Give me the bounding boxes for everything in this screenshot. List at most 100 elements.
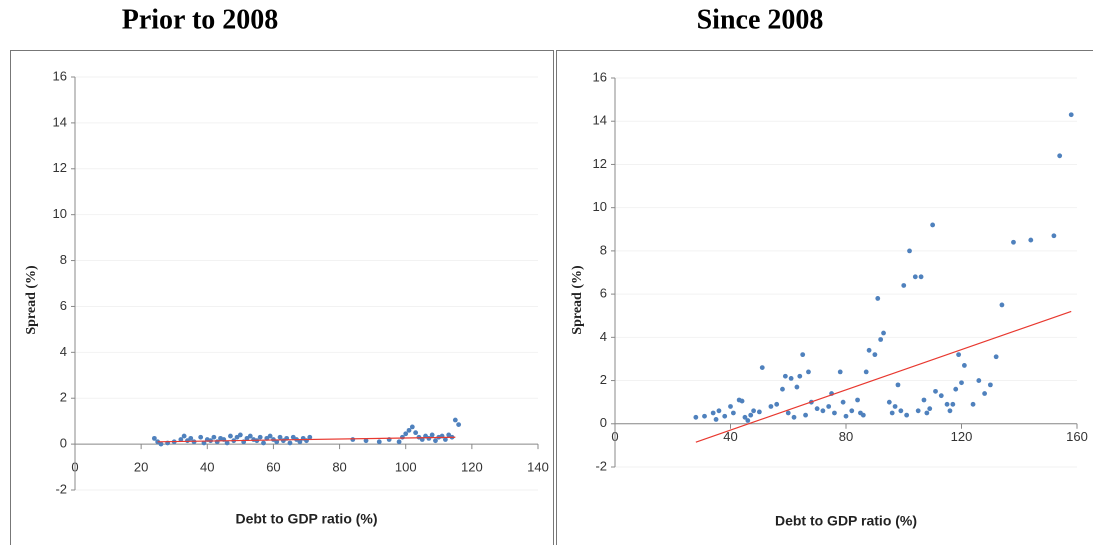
x-tick-label: 140 (527, 460, 549, 475)
data-point (840, 399, 846, 405)
data-point (198, 434, 204, 440)
y-tick-label: 12 (593, 156, 607, 171)
data-point (730, 410, 736, 416)
trendline (695, 310, 1072, 443)
data-point (930, 222, 936, 228)
data-point (277, 434, 283, 440)
data-point (713, 417, 719, 422)
data-point (1057, 153, 1063, 159)
data-point (363, 438, 369, 444)
x-tick-label: 40 (723, 429, 737, 444)
data-point (855, 397, 860, 403)
y-tick-label: 0 (60, 436, 67, 451)
data-point (456, 422, 462, 428)
data-point (158, 441, 164, 447)
data-point (429, 432, 435, 438)
data-point (297, 439, 303, 445)
data-point (889, 410, 895, 416)
data-point (878, 337, 884, 342)
data-point (918, 274, 924, 280)
y-tick-label: 8 (600, 242, 607, 257)
y-tick-label: -2 (595, 458, 607, 473)
data-point (907, 248, 912, 254)
data-point (151, 435, 157, 441)
data-point (800, 352, 806, 358)
x-tick-label: 160 (1066, 429, 1088, 444)
data-point (267, 433, 273, 439)
x-tick-label: 120 (461, 460, 483, 475)
data-point (188, 435, 194, 441)
y-tick-label: 10 (593, 199, 607, 214)
data-point (178, 437, 184, 442)
data-point (933, 388, 938, 394)
data-point (748, 412, 754, 418)
y-tick-label: 4 (60, 344, 67, 359)
data-point (993, 354, 999, 360)
trendline (157, 436, 456, 443)
y-axis-label: Spread (%) (570, 265, 585, 335)
data-point (1068, 112, 1074, 118)
data-point (693, 414, 699, 420)
y-tick-label: 0 (600, 415, 607, 430)
data-point (1011, 239, 1016, 245)
data-point (794, 384, 800, 390)
y-tick-label: -2 (55, 481, 67, 496)
data-point (924, 410, 930, 416)
y-tick-label: 16 (53, 68, 67, 83)
data-point (912, 274, 918, 280)
x-tick-label: 40 (200, 460, 214, 475)
data-point (843, 413, 849, 419)
data-point (237, 432, 243, 438)
x-tick-label: 60 (266, 460, 280, 475)
data-point (987, 382, 993, 388)
x-axis-label: Debt to GDP ratio (%) (235, 511, 377, 527)
data-point (768, 404, 774, 409)
data-point (820, 408, 826, 414)
y-tick-label: 6 (600, 286, 607, 301)
data-point (791, 414, 797, 420)
data-point (716, 408, 722, 414)
data-point (1051, 233, 1057, 239)
data-point (702, 413, 707, 419)
data-point (866, 347, 872, 353)
data-point (224, 440, 230, 446)
data-point (759, 365, 765, 370)
data-point (745, 418, 751, 423)
data-point (739, 398, 745, 404)
data-point (961, 363, 967, 368)
data-point (780, 386, 785, 392)
data-point (803, 412, 808, 418)
data-point (785, 410, 791, 416)
data-point (886, 399, 892, 405)
data-point (751, 408, 756, 414)
data-point (927, 406, 933, 412)
left-panel (10, 50, 554, 545)
data-point (257, 434, 263, 440)
data-point (181, 433, 187, 439)
data-point (970, 401, 976, 407)
data-point (722, 413, 728, 419)
data-point (728, 404, 733, 409)
x-tick-label: 80 (839, 429, 853, 444)
data-point (881, 330, 886, 336)
data-point (938, 393, 944, 399)
right-panel (556, 50, 1093, 545)
data-point (999, 302, 1005, 308)
data-point (947, 408, 953, 414)
data-point (944, 401, 950, 407)
data-point (814, 406, 820, 412)
y-axis-label: Spread (%) (24, 265, 39, 335)
data-point (756, 409, 762, 415)
data-point (396, 439, 402, 445)
data-point (452, 417, 458, 423)
data-point (895, 382, 901, 388)
data-point (710, 410, 716, 416)
data-point (774, 401, 780, 407)
data-point (211, 434, 217, 440)
y-tick-label: 6 (60, 298, 67, 313)
data-point (782, 373, 788, 379)
data-point (849, 408, 855, 414)
y-tick-label: 2 (600, 372, 607, 387)
data-point (201, 440, 207, 446)
